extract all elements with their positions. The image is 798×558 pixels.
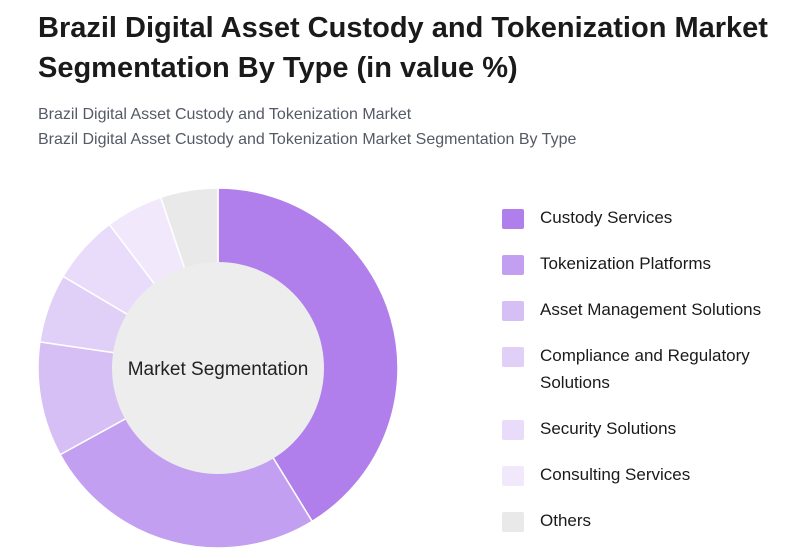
legend-label: Others	[540, 511, 592, 530]
chart-legend: Custody Services Tokenization Platforms As…	[502, 204, 792, 553]
legend-label: Security Solutions	[540, 419, 677, 438]
legend-item-compliance-and-regulatory-solutions[interactable]: Compliance and Regulatory Solutions	[502, 342, 792, 396]
legend-label: Consulting Services	[540, 465, 691, 484]
legend-swatch	[502, 209, 524, 229]
donut-chart: Market Segmentation	[37, 187, 399, 549]
legend-item-consulting-services[interactable]: Consulting Services	[502, 461, 792, 488]
legend-item-asset-management-solutions[interactable]: Asset Management Solutions	[502, 296, 792, 323]
subtitle-line-2: Brazil Digital Asset Custody and Tokeniz…	[38, 131, 577, 148]
legend-item-tokenization-platforms[interactable]: Tokenization Platforms	[502, 250, 792, 277]
legend-swatch	[502, 255, 524, 275]
legend-swatch	[502, 301, 524, 321]
chart-subtitle: Brazil Digital Asset Custody and Tokeniz…	[38, 102, 788, 152]
legend-swatch	[502, 347, 524, 367]
legend-label: Compliance and Regulatory Solutions	[540, 346, 750, 392]
legend-swatch	[502, 512, 524, 532]
legend-swatch	[502, 420, 524, 440]
legend-item-custody-services[interactable]: Custody Services	[502, 204, 792, 231]
legend-label: Asset Management Solutions	[540, 300, 762, 319]
legend-swatch	[502, 466, 524, 486]
legend-item-security-solutions[interactable]: Security Solutions	[502, 415, 792, 442]
subtitle-line-1: Brazil Digital Asset Custody and Tokeniz…	[38, 106, 412, 123]
center-label: Market Segmentation	[128, 359, 309, 380]
legend-label: Custody Services	[540, 208, 673, 227]
donut-center	[112, 262, 324, 474]
legend-label: Tokenization Platforms	[540, 254, 712, 273]
legend-item-others[interactable]: Others	[502, 507, 792, 534]
chart-title: Brazil Digital Asset Custody and Tokeniz…	[38, 12, 768, 84]
